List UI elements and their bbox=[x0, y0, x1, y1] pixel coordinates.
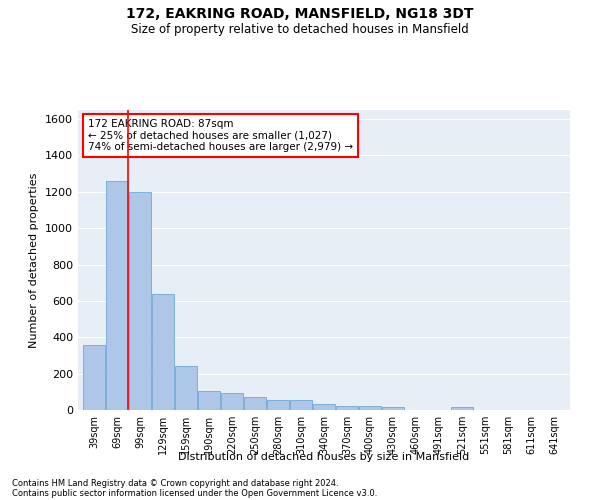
Bar bbox=[198, 391, 220, 410]
Text: 172 EAKRING ROAD: 87sqm
← 25% of detached houses are smaller (1,027)
74% of semi: 172 EAKRING ROAD: 87sqm ← 25% of detache… bbox=[88, 119, 353, 152]
Text: Distribution of detached houses by size in Mansfield: Distribution of detached houses by size … bbox=[178, 452, 470, 462]
Y-axis label: Number of detached properties: Number of detached properties bbox=[29, 172, 40, 348]
Text: Contains public sector information licensed under the Open Government Licence v3: Contains public sector information licen… bbox=[12, 488, 377, 498]
Bar bbox=[336, 406, 358, 410]
Bar bbox=[175, 366, 197, 410]
Bar bbox=[244, 398, 266, 410]
Text: Contains HM Land Registry data © Crown copyright and database right 2024.: Contains HM Land Registry data © Crown c… bbox=[12, 478, 338, 488]
Bar bbox=[451, 408, 473, 410]
Bar bbox=[152, 294, 174, 410]
Bar bbox=[106, 181, 128, 410]
Bar bbox=[382, 406, 404, 410]
Bar bbox=[267, 400, 289, 410]
Text: Size of property relative to detached houses in Mansfield: Size of property relative to detached ho… bbox=[131, 22, 469, 36]
Bar bbox=[83, 344, 105, 410]
Bar bbox=[313, 404, 335, 410]
Text: 172, EAKRING ROAD, MANSFIELD, NG18 3DT: 172, EAKRING ROAD, MANSFIELD, NG18 3DT bbox=[126, 8, 474, 22]
Bar bbox=[221, 392, 243, 410]
Bar bbox=[359, 406, 381, 410]
Bar bbox=[129, 192, 151, 410]
Bar bbox=[290, 400, 312, 410]
